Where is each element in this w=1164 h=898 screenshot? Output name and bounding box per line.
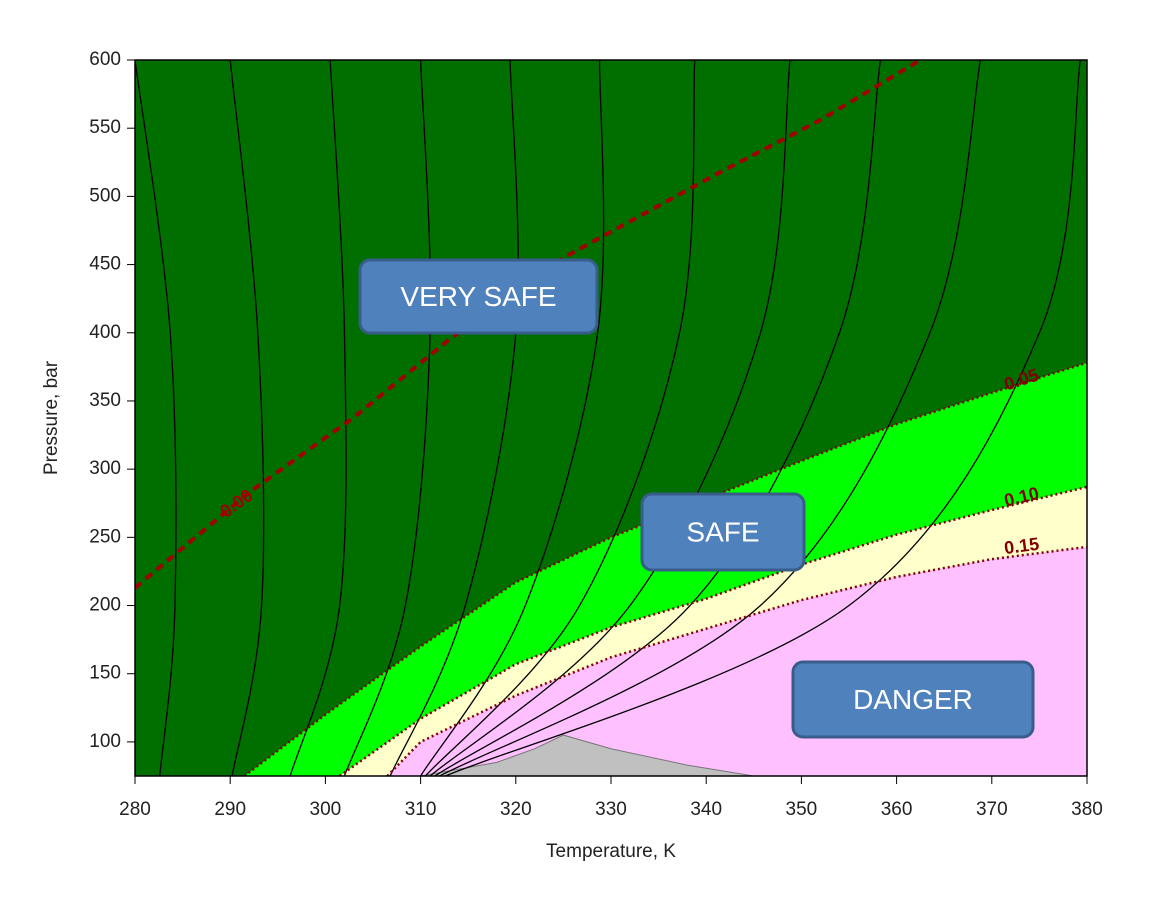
annotation-box — [358, 258, 599, 335]
isoline — [135, 60, 177, 776]
x-tick-label: 320 — [500, 799, 532, 820]
x-tick-label: 300 — [310, 799, 342, 820]
x-tick-label: 370 — [976, 799, 1008, 820]
x-tick-label: 330 — [595, 799, 627, 820]
isoline — [229, 60, 265, 776]
isoline — [429, 60, 791, 776]
isoline — [439, 60, 982, 776]
y-tick-label: 150 — [89, 663, 121, 684]
isoline — [434, 60, 882, 776]
isoline — [343, 60, 432, 776]
x-tick-label: 360 — [881, 799, 913, 820]
annotation-box — [640, 492, 806, 572]
y-tick-label: 300 — [89, 458, 121, 479]
boundary-line — [338, 485, 1087, 776]
isoline — [289, 60, 347, 776]
y-tick-label: 100 — [89, 731, 121, 752]
boundary-line — [386, 545, 1087, 776]
annotation-box — [791, 660, 1035, 739]
isoline — [445, 60, 1081, 776]
x-tick-label: 340 — [690, 799, 722, 820]
isoline — [420, 60, 605, 776]
y-tick-label: 350 — [89, 390, 121, 411]
shaded-region — [420, 734, 754, 776]
y-axis-label: Pressure, bar — [41, 360, 62, 475]
x-tick-label: 310 — [405, 799, 437, 820]
isoline — [389, 60, 519, 776]
y-tick-label: 500 — [89, 185, 121, 206]
annotation-text: SAFE — [686, 516, 759, 547]
x-tick-label: 380 — [1071, 799, 1103, 820]
contour-label: 0.15 — [1003, 534, 1040, 558]
boundary-line — [135, 60, 922, 590]
x-tick-label: 350 — [786, 799, 818, 820]
y-tick-label: 600 — [89, 49, 121, 70]
annotation-text: DANGER — [853, 684, 973, 715]
isoline — [424, 60, 696, 776]
annotation-text: VERY SAFE — [400, 281, 556, 312]
y-tick-label: 400 — [89, 322, 121, 343]
y-tick-label: 550 — [89, 117, 121, 138]
y-tick-label: 250 — [89, 526, 121, 547]
y-tick-label: 200 — [89, 595, 121, 616]
x-tick-label: 290 — [214, 799, 246, 820]
x-axis-label: Temperature, K — [546, 841, 676, 862]
x-tick-label: 280 — [119, 799, 151, 820]
y-tick-label: 450 — [89, 254, 121, 275]
